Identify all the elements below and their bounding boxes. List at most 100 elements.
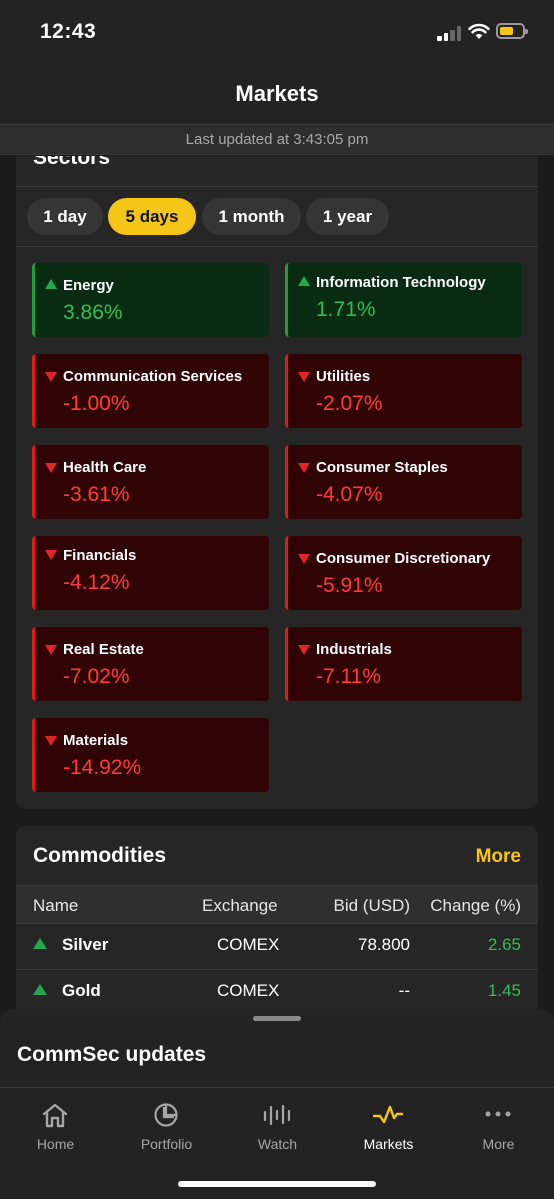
up-arrow-icon [45,279,57,289]
sector-name: Consumer Staples [316,459,448,476]
sector-change: 3.86% [63,301,123,324]
up-arrow-icon [298,276,310,286]
commodities-table-header: Name Exchange Bid (USD) Change (%) [16,885,538,924]
home-icon [42,1103,68,1128]
period-1-day-button[interactable]: 1 day [27,198,103,235]
tab-label: More [482,1136,515,1152]
commsec-updates-sheet[interactable]: CommSec updates [0,1009,554,1089]
sector-name: Communication Services [63,368,243,385]
sector-tile-consumer-staples[interactable]: Consumer Staples -4.07% [285,445,522,519]
tab-label: Portfolio [140,1136,193,1152]
sector-name: Information Technology [316,274,486,291]
column-header-exchange: Exchange [202,896,278,915]
tab-more[interactable]: More [443,1088,554,1158]
tab-portfolio[interactable]: Portfolio [111,1088,222,1158]
down-arrow-icon [298,372,310,382]
sector-tile-utilities[interactable]: Utilities -2.07% [285,354,522,428]
commodity-change: 1.45 [487,981,521,1000]
down-arrow-icon [45,372,57,382]
page-title: Markets [235,81,319,106]
up-arrow-icon [33,938,47,949]
sector-change: -3.61% [63,483,130,506]
sector-tile-communication-services[interactable]: Communication Services -1.00% [32,354,269,428]
sector-change: -7.02% [63,665,130,688]
down-arrow-icon [45,645,57,655]
status-time: 12:43 [40,20,97,43]
sector-name: Financials [63,547,137,564]
divider [16,969,538,970]
tab-home[interactable]: Home [0,1088,111,1158]
sector-tile-energy[interactable]: Energy 3.86% [32,263,269,337]
down-arrow-icon [298,463,310,473]
battery-icon [496,23,528,39]
sector-change: -7.11% [316,665,381,688]
sector-name: Real Estate [63,641,144,658]
sector-change: 1.71% [316,298,376,321]
column-header-bid: Bid (USD) [333,896,410,915]
sector-change: -2.07% [316,392,383,415]
divider [16,246,538,247]
sector-change: -4.07% [316,483,383,506]
sector-tile-financials[interactable]: Financials -4.12% [32,536,269,610]
tab-label: Watch [257,1136,298,1152]
down-arrow-icon [298,645,310,655]
sector-change: -14.92% [63,756,142,779]
watch-bars-icon [263,1104,291,1126]
wifi-icon [468,23,490,39]
sector-tile-industrials[interactable]: Industrials -7.11% [285,627,522,701]
sector-tile-real-estate[interactable]: Real Estate -7.02% [32,627,269,701]
sector-tile-consumer-discretionary[interactable]: Consumer Discretionary -5.91% [285,536,522,610]
tab-watch[interactable]: Watch [222,1088,333,1158]
tab-markets[interactable]: Markets [333,1088,444,1158]
pie-chart-icon [154,1103,178,1127]
commodity-change: 2.65 [487,935,521,954]
table-row[interactable]: Gold COMEX -- 1.45 [16,969,538,1015]
more-dots-icon [485,1111,511,1117]
divider [16,186,538,187]
tab-bar: Home Portfolio Watch Markets [0,1087,554,1199]
down-arrow-icon [45,550,57,560]
commodity-bid: -- [398,981,410,1000]
commodity-exchange: COMEX [217,935,280,954]
down-arrow-icon [45,736,57,746]
sector-name: Industrials [316,641,392,658]
sector-change: -5.91% [316,574,383,597]
table-row[interactable]: Silver COMEX 78.800 2.65 [16,923,538,969]
sector-name: Health Care [63,459,147,476]
period-5-days-button[interactable]: 5 days [108,198,196,235]
commodity-name: Silver [62,935,109,954]
tab-label: Home [36,1136,75,1152]
commodities-card: Commodities More Name Exchange Bid (USD)… [16,826,538,1016]
status-bar: 12:43 [0,0,554,62]
sector-change: -1.00% [63,392,130,415]
commodities-more-link[interactable]: More [475,846,521,867]
cellular-signal-icon [437,25,463,41]
commodity-name: Gold [62,981,101,1000]
sector-name: Utilities [316,368,371,385]
sector-tile-information-technology[interactable]: Information Technology 1.71% [285,263,522,337]
nav-header: Markets [0,62,554,124]
sector-name: Materials [63,732,129,749]
column-header-name: Name [33,896,79,915]
markets-pulse-icon [373,1105,403,1124]
period-1-month-button[interactable]: 1 month [202,198,301,235]
commodity-bid: 78.800 [358,935,410,954]
down-arrow-icon [45,463,57,473]
last-updated-text: Last updated at 3:43:05 pm [0,124,554,155]
sector-name: Consumer Discretionary [316,550,491,567]
sectors-card: Sectors 1 day 5 days 1 month 1 year Ener… [16,156,538,809]
sheet-title: CommSec updates [17,1043,207,1066]
period-1-year-button[interactable]: 1 year [306,198,389,235]
sector-name: Energy [63,277,114,294]
commodities-title: Commodities [33,844,167,867]
sector-tile-health-care[interactable]: Health Care -3.61% [32,445,269,519]
sector-change: -4.12% [63,571,130,594]
home-indicator [178,1181,376,1187]
down-arrow-icon [298,554,310,564]
tab-label: Markets [363,1136,414,1152]
sectors-title: Sectors [33,156,111,169]
sheet-drag-handle[interactable] [253,1016,301,1021]
commodity-exchange: COMEX [217,981,280,1000]
up-arrow-icon [33,984,47,995]
sector-tile-materials[interactable]: Materials -14.92% [32,718,269,792]
